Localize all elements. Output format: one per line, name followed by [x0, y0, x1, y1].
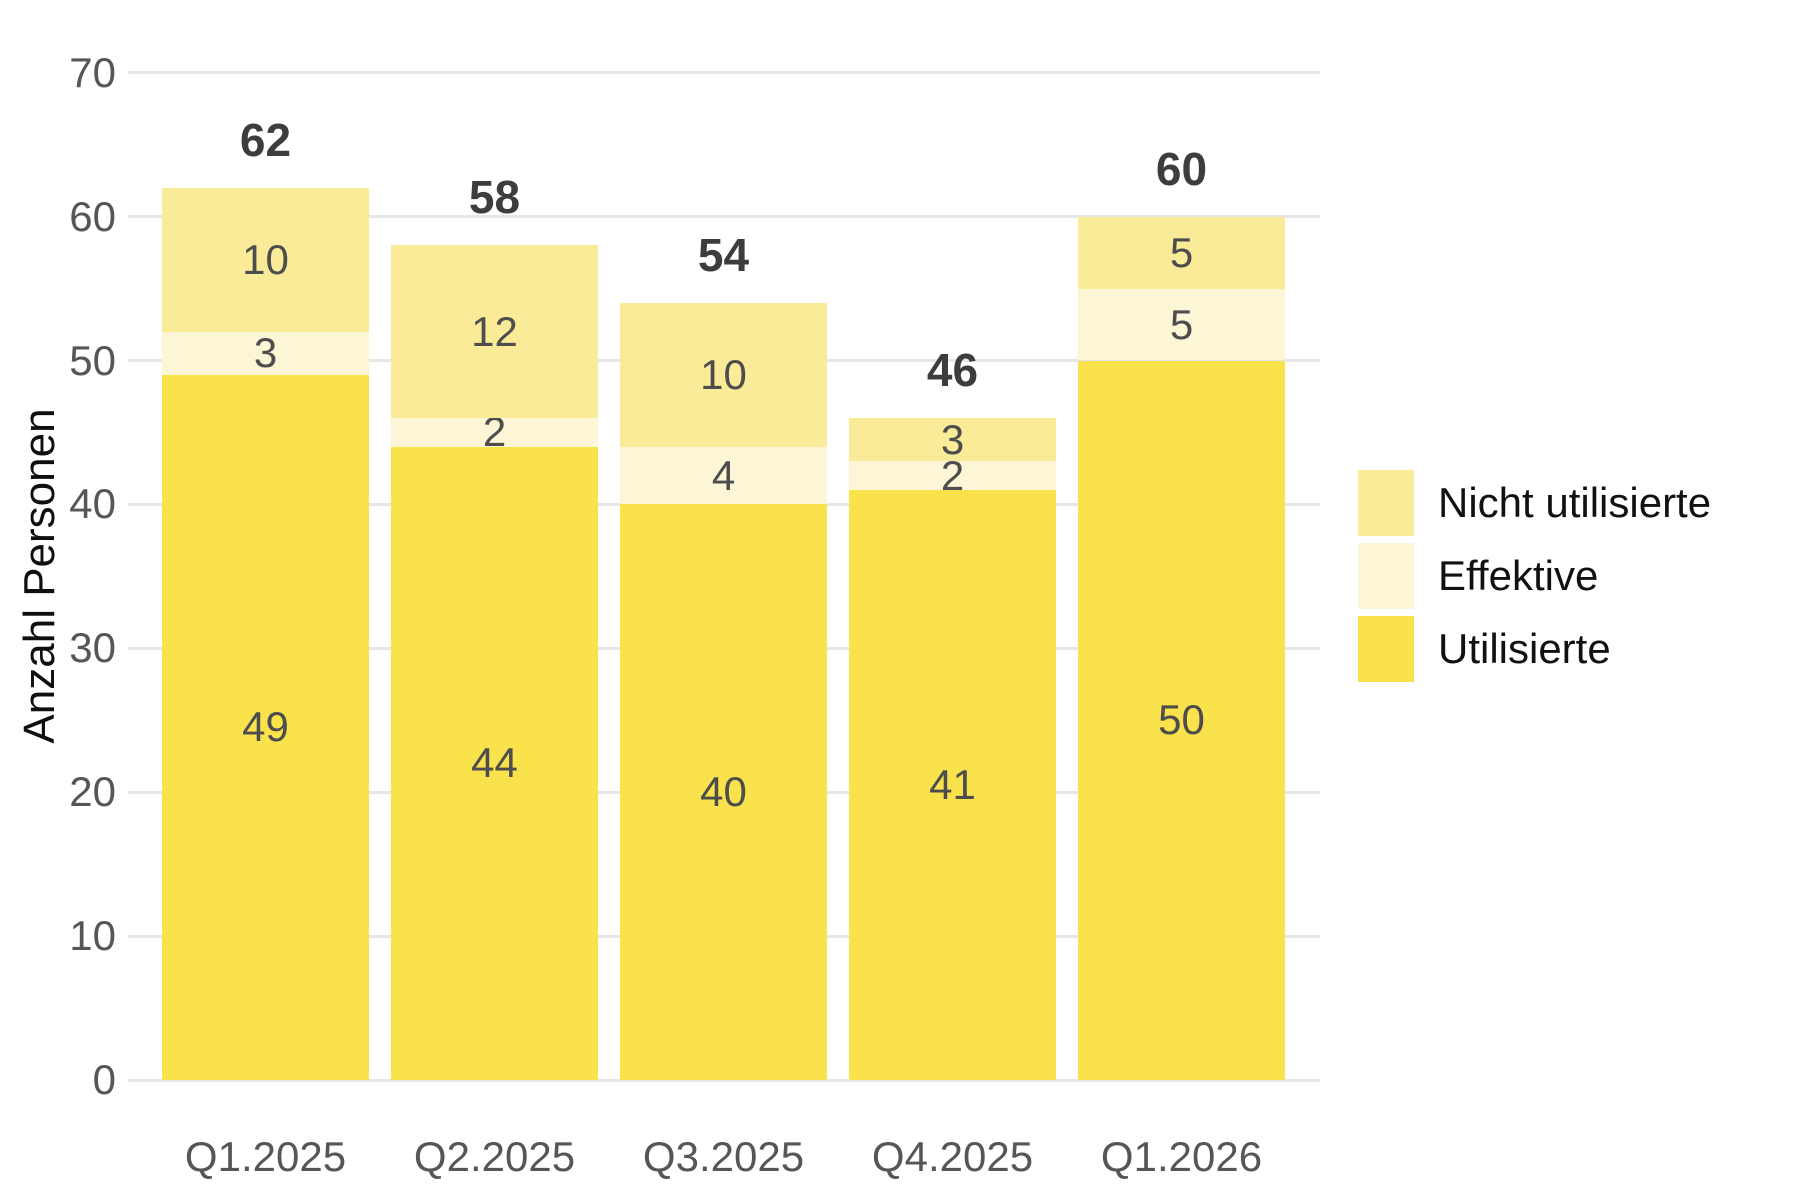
segment-value-label: 5: [1169, 228, 1194, 276]
x-tick-label-Q1.2025: Q1.2025: [184, 1133, 347, 1180]
y-tick-label-70: 70: [69, 48, 116, 96]
bar-segment-effektive-Q1.2026: [1078, 288, 1285, 361]
segment-value-label: 41: [929, 761, 976, 808]
x-tick-label-Q3.2025: Q3.2025: [642, 1133, 805, 1180]
bar-segment-nicht-utilisierte-Q4.2025: [849, 418, 1056, 462]
y-tick-label-50: 50: [69, 336, 116, 384]
segment-value-label: 40: [700, 768, 747, 816]
legend-label: Effektive: [1438, 552, 1599, 599]
y-tick-label-0: 0: [92, 1056, 116, 1103]
segment-value-label: 5: [1169, 300, 1194, 348]
legend-label: Nicht utilisierte: [1438, 479, 1712, 526]
segment-value-label: 10: [700, 350, 747, 398]
segment-value-label: 12: [471, 307, 518, 355]
gridline-y-60: [128, 215, 1320, 219]
bar-segment-effektive-Q2.2025: [391, 418, 598, 447]
segment-value-label: 2: [482, 408, 507, 456]
bar-segment-utilisierte-Q1.2025: [162, 374, 369, 1080]
y-tick-label-40: 40: [69, 480, 116, 528]
segment-value-label: 10: [242, 235, 289, 283]
y-tick-label-60: 60: [69, 192, 116, 240]
bar-total-label-Q1.2025: 62: [239, 113, 292, 166]
legend-label: Utilisierte: [1438, 625, 1611, 672]
segment-value-label: 3: [940, 415, 965, 463]
legend-item-nicht-utilisierte: Nicht utilisierte: [1358, 470, 1711, 536]
bar-segment-effektive-Q1.2025: [162, 331, 369, 375]
bar-segment-utilisierte-Q4.2025: [849, 490, 1056, 1080]
bar-total-label-Q3.2025: 54: [697, 228, 750, 281]
bar-segment-effektive-Q4.2025: [849, 461, 1056, 490]
legend-swatch: [1358, 616, 1414, 682]
x-tick-label-Q1.2026: Q1.2026: [1100, 1133, 1263, 1180]
y-tick-label-20: 20: [69, 768, 116, 816]
bar-total-label-Q4.2025: 46: [926, 344, 979, 397]
bar-segment-nicht-utilisierte-Q1.2025: [162, 187, 369, 332]
segment-value-label: 4: [711, 451, 736, 499]
bar-segment-nicht-utilisierte-Q2.2025: [391, 245, 598, 419]
legend: Nicht utilisierte Effektive Utilisierte: [1358, 470, 1711, 682]
segment-value-label: 50: [1158, 696, 1205, 744]
segment-value-label: 49: [242, 703, 289, 751]
y-tick-label-30: 30: [69, 624, 116, 672]
bar-segment-utilisierte-Q3.2025: [620, 504, 827, 1080]
gridline-y-0: [128, 1078, 1320, 1082]
bar-segment-effektive-Q3.2025: [620, 446, 827, 505]
gridline-y-70: [128, 71, 1320, 75]
segment-value-label: 44: [471, 739, 518, 787]
segment-value-label: 3: [253, 329, 278, 377]
legend-item-utilisierte: Utilisierte: [1358, 616, 1711, 682]
x-tick-label-Q4.2025: Q4.2025: [871, 1133, 1034, 1180]
bar-segment-nicht-utilisierte-Q1.2026: [1078, 216, 1285, 289]
y-axis-title-text: Anzahl Personen: [15, 408, 64, 744]
legend-swatch: [1358, 470, 1414, 536]
bar-segment-utilisierte-Q1.2026: [1078, 360, 1285, 1080]
y-tick-label-10: 10: [69, 912, 116, 960]
segment-value-label: 2: [940, 451, 965, 499]
bar-total-label-Q1.2026: 60: [1155, 142, 1208, 195]
legend-swatch: [1358, 543, 1414, 609]
bar-segment-utilisierte-Q2.2025: [391, 446, 598, 1080]
bar-segment-nicht-utilisierte-Q3.2025: [620, 302, 827, 447]
x-tick-label-Q2.2025: Q2.2025: [413, 1133, 576, 1180]
bar-total-label-Q2.2025: 58: [468, 171, 521, 224]
legend-item-effektive: Effektive: [1358, 543, 1711, 609]
